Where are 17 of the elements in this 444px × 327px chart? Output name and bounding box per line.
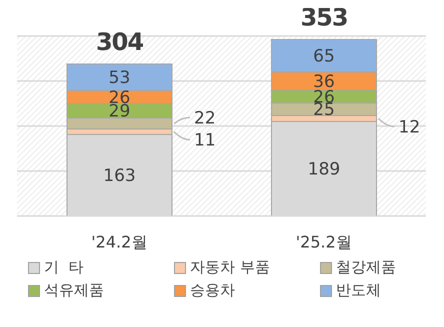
data-label: 65 [313, 46, 335, 67]
legend-label: 자동차 부품 [190, 258, 270, 277]
data-label: 12 [398, 117, 420, 138]
data-label: 22 [194, 108, 216, 128]
legend-label: 철강제품 [336, 258, 396, 277]
total-label: 353 [300, 4, 348, 32]
data-label: 163 [103, 166, 136, 186]
legend-label: 석유제품 [44, 281, 104, 300]
legend-label: 반도체 [336, 281, 381, 300]
total-label: 304 [96, 28, 144, 56]
data-label: 53 [108, 68, 130, 88]
x-tick-label: '25.2월 [296, 232, 352, 252]
data-label: 189 [308, 160, 340, 180]
data-label: 11 [194, 130, 216, 151]
legend-label: 기 타 [44, 258, 84, 277]
legend-label: 승용차 [190, 281, 235, 300]
x-tick-label: '24.2월 [91, 232, 148, 252]
